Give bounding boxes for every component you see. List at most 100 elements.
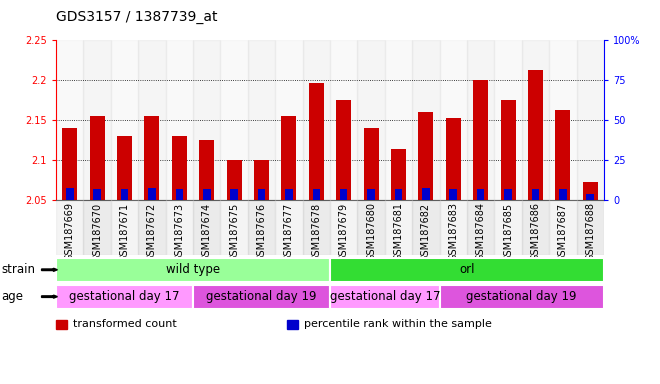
Bar (559, 189, 566, 200)
Bar (145, 116, 160, 200)
Bar (281, 116, 296, 200)
Text: gestational day 19: gestational day 19 (207, 290, 317, 303)
Bar (302, 40, 330, 200)
Bar (220, 200, 248, 255)
Text: GSM187684: GSM187684 (476, 202, 486, 262)
Text: GSM187675: GSM187675 (229, 202, 239, 262)
Bar (521, 200, 549, 255)
Bar (577, 200, 604, 255)
Bar (193, 285, 330, 309)
Bar (275, 200, 302, 255)
Bar (340, 189, 347, 200)
Bar (193, 200, 220, 255)
Bar (193, 40, 220, 200)
Bar (313, 189, 320, 200)
Bar (391, 149, 406, 200)
Bar (449, 189, 457, 200)
Bar (248, 200, 275, 255)
Text: GDS3157 / 1387739_at: GDS3157 / 1387739_at (56, 10, 218, 23)
Bar (412, 40, 440, 200)
Bar (275, 40, 302, 200)
Bar (302, 200, 330, 255)
Bar (521, 40, 549, 200)
Bar (555, 110, 570, 200)
Bar (172, 136, 187, 200)
Bar (446, 118, 461, 200)
Bar (330, 258, 604, 282)
Bar (330, 200, 358, 255)
Bar (494, 200, 521, 255)
Bar (83, 200, 111, 255)
Bar (358, 200, 385, 255)
Bar (258, 189, 265, 200)
Text: transformed count: transformed count (73, 319, 177, 329)
Text: GSM187676: GSM187676 (257, 202, 267, 262)
Text: GSM187685: GSM187685 (503, 202, 513, 262)
Bar (56, 200, 83, 255)
Bar (549, 200, 577, 255)
Text: GSM187677: GSM187677 (284, 202, 294, 262)
Bar (330, 285, 440, 309)
Text: orl: orl (459, 263, 475, 276)
Bar (440, 200, 467, 255)
Text: gestational day 17: gestational day 17 (329, 290, 440, 303)
Bar (66, 188, 73, 200)
Text: GSM187680: GSM187680 (366, 202, 376, 262)
Text: GSM187687: GSM187687 (558, 202, 568, 262)
Bar (467, 40, 494, 200)
Bar (549, 40, 577, 200)
Text: GSM187669: GSM187669 (65, 202, 75, 262)
Bar (62, 128, 77, 200)
Bar (56, 285, 193, 309)
Bar (477, 189, 484, 200)
Bar (532, 189, 539, 200)
Text: gestational day 17: gestational day 17 (69, 290, 180, 303)
Bar (358, 40, 385, 200)
Bar (138, 200, 166, 255)
Bar (226, 160, 242, 200)
Bar (111, 40, 138, 200)
Bar (473, 80, 488, 200)
Text: GSM187670: GSM187670 (92, 202, 102, 262)
Text: GSM187683: GSM187683 (448, 202, 458, 262)
Bar (440, 285, 604, 309)
Bar (121, 189, 128, 200)
Bar (422, 188, 430, 200)
Bar (94, 189, 101, 200)
Text: percentile rank within the sample: percentile rank within the sample (304, 319, 492, 329)
Bar (83, 40, 111, 200)
Text: age: age (1, 290, 23, 303)
Text: GSM187682: GSM187682 (421, 202, 431, 262)
Bar (56, 258, 330, 282)
Text: wild type: wild type (166, 263, 220, 276)
Bar (395, 189, 402, 200)
Text: strain: strain (1, 263, 36, 276)
Text: GSM187686: GSM187686 (531, 202, 541, 262)
Text: GSM187681: GSM187681 (393, 202, 403, 262)
Bar (176, 189, 183, 200)
Text: GSM187688: GSM187688 (585, 202, 595, 262)
Text: GSM187679: GSM187679 (339, 202, 348, 262)
Bar (203, 189, 211, 200)
Bar (587, 194, 594, 200)
Bar (336, 100, 351, 200)
Bar (385, 40, 412, 200)
Bar (330, 40, 358, 200)
Bar (138, 40, 166, 200)
Text: GSM187671: GSM187671 (119, 202, 129, 262)
Bar (285, 189, 292, 200)
Bar (412, 200, 440, 255)
Bar (56, 40, 83, 200)
Bar (111, 200, 138, 255)
Bar (309, 83, 324, 200)
Bar (90, 116, 105, 200)
Bar (504, 189, 512, 200)
Bar (166, 200, 193, 255)
Bar (148, 188, 156, 200)
Bar (364, 128, 379, 200)
Bar (117, 136, 132, 200)
Bar (230, 189, 238, 200)
Bar (166, 40, 193, 200)
Bar (583, 182, 598, 200)
Bar (199, 140, 214, 200)
